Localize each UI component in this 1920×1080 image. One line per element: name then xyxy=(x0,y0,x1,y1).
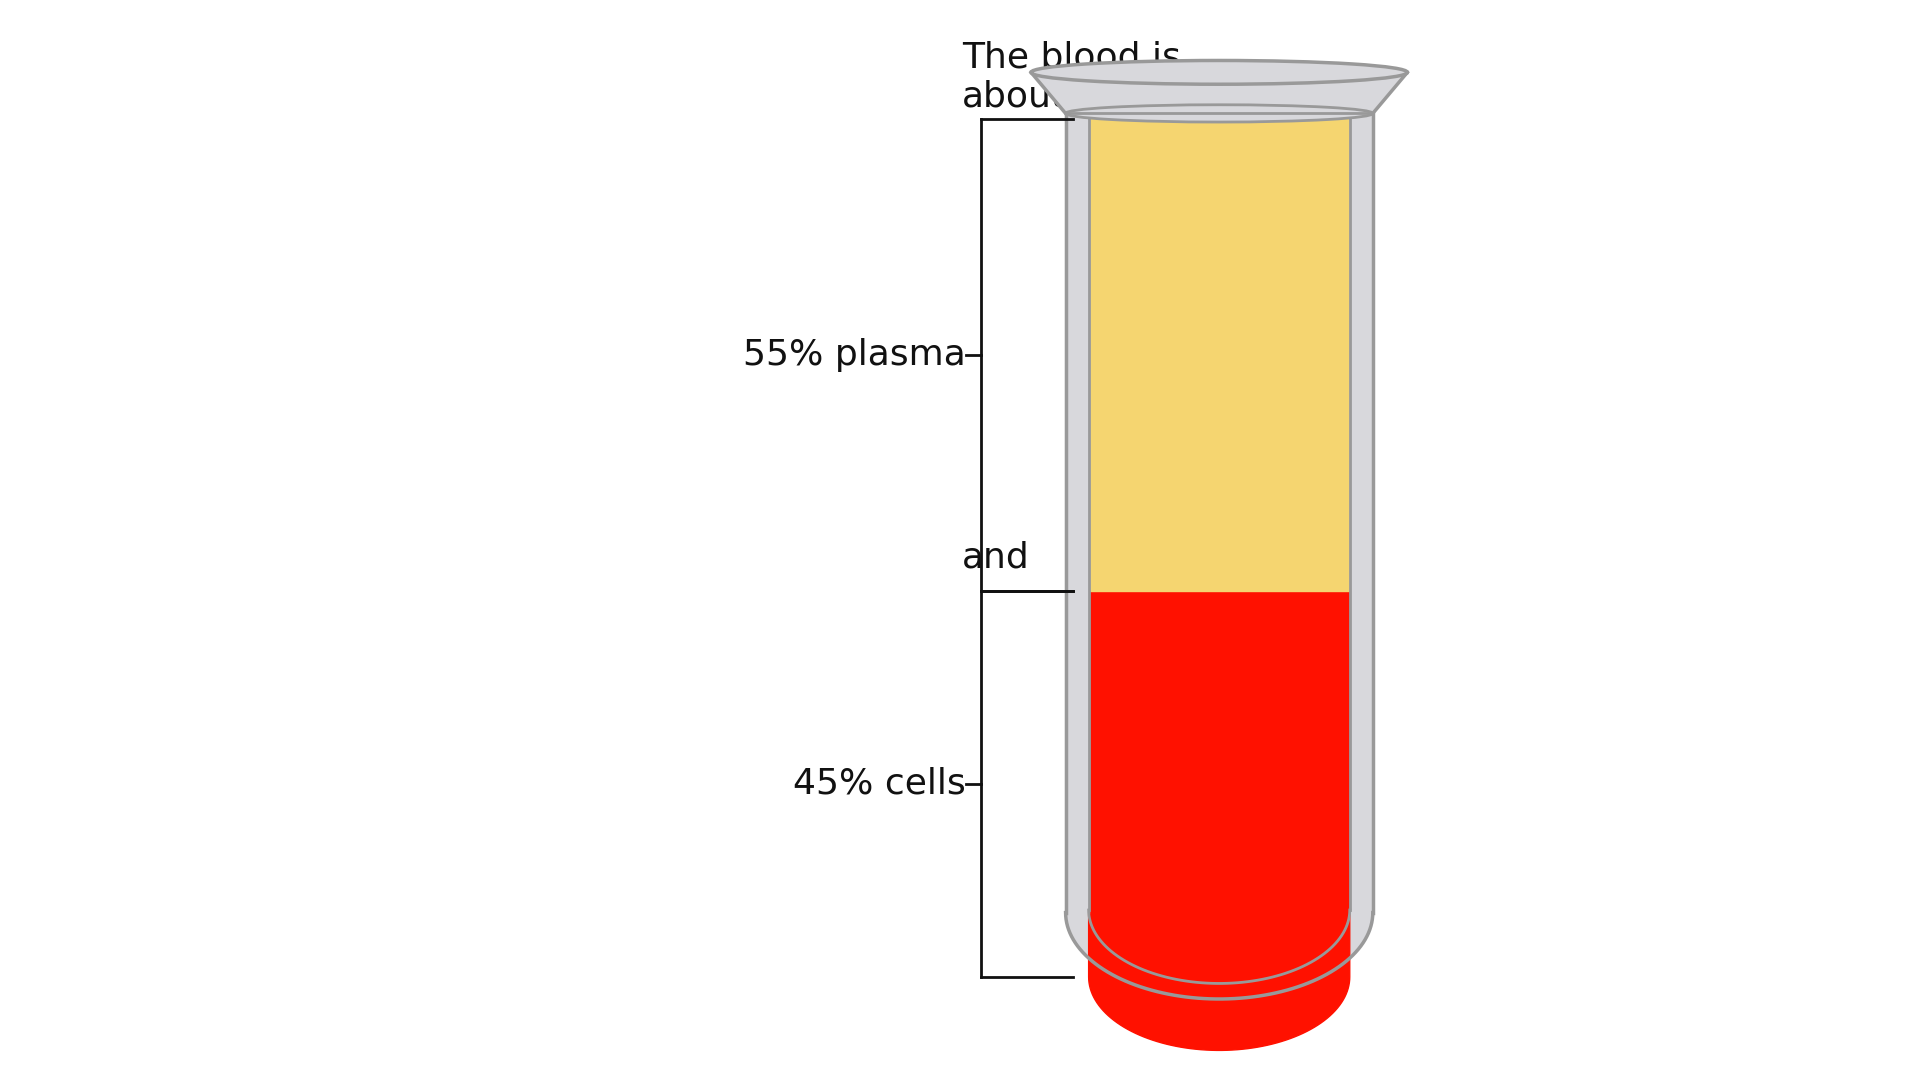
Text: 55% plasma: 55% plasma xyxy=(743,338,966,372)
Ellipse shape xyxy=(1031,60,1407,84)
Text: 45% cells: 45% cells xyxy=(793,767,966,801)
Polygon shape xyxy=(1031,72,1407,113)
Ellipse shape xyxy=(1066,105,1373,122)
Polygon shape xyxy=(1089,119,1350,591)
Polygon shape xyxy=(1089,112,1350,113)
Polygon shape xyxy=(1066,113,1373,999)
Polygon shape xyxy=(1350,113,1373,913)
Text: The blood is
about...: The blood is about... xyxy=(962,40,1181,113)
Text: and: and xyxy=(962,541,1029,575)
Polygon shape xyxy=(1066,113,1089,913)
Polygon shape xyxy=(1089,591,1350,1051)
